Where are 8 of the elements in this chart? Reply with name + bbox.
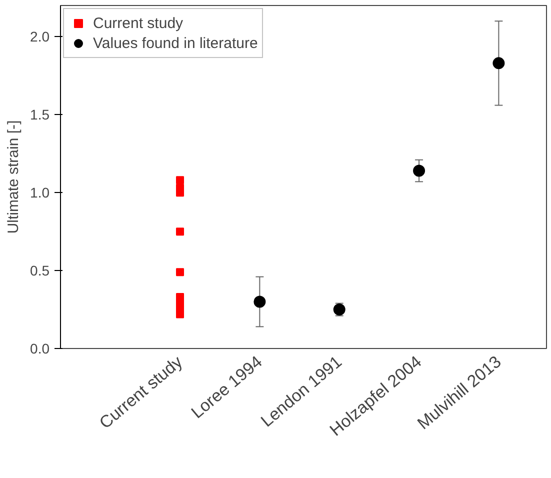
y-tick-label: 0.5 (30, 262, 50, 279)
y-tick-label: 2.0 (30, 28, 50, 45)
y-tick-label: 1.0 (30, 184, 50, 201)
y-tick-label: 0.0 (30, 340, 50, 356)
y-tick-label: 1.5 (30, 106, 50, 123)
y-axis-title: Ultimate strain [-] (5, 120, 22, 234)
legend-label: Current study (93, 14, 184, 32)
legend-label: Values found in literature (93, 34, 258, 52)
